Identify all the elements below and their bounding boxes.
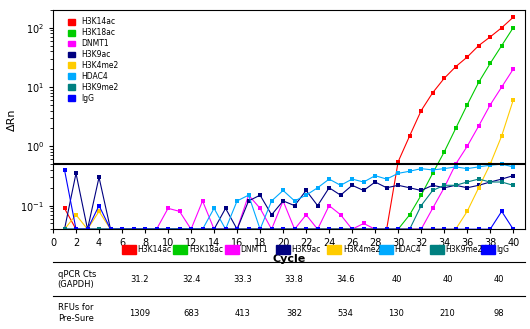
Text: 683: 683 [183, 309, 199, 317]
Text: 1309: 1309 [129, 309, 151, 317]
Text: H3K18ac: H3K18ac [189, 245, 223, 254]
Text: H3K14ac: H3K14ac [138, 245, 172, 254]
Legend: H3K14ac, H3K18ac, DNMT1, H3K9ac, H3K4me2, HDAC4, H3K9me2, IgG: H3K14ac, H3K18ac, DNMT1, H3K9ac, H3K4me2… [66, 16, 120, 104]
Text: 534: 534 [337, 309, 353, 317]
Text: 33.3: 33.3 [233, 275, 252, 284]
FancyBboxPatch shape [378, 245, 393, 254]
FancyBboxPatch shape [173, 245, 188, 254]
FancyBboxPatch shape [276, 245, 290, 254]
Text: qPCR Cts
(GAPDH): qPCR Cts (GAPDH) [58, 269, 96, 289]
Text: 40: 40 [443, 275, 453, 284]
Text: 413: 413 [235, 309, 251, 317]
Text: 98: 98 [494, 309, 505, 317]
Text: 34.6: 34.6 [336, 275, 355, 284]
FancyBboxPatch shape [225, 245, 239, 254]
Text: H3K4me2: H3K4me2 [343, 245, 380, 254]
Text: 33.8: 33.8 [285, 275, 303, 284]
Text: H3K9ac: H3K9ac [292, 245, 321, 254]
Text: RFUs for
Pre-Sure: RFUs for Pre-Sure [58, 303, 94, 323]
Text: 40: 40 [391, 275, 402, 284]
FancyBboxPatch shape [122, 245, 136, 254]
Text: 382: 382 [286, 309, 302, 317]
FancyBboxPatch shape [327, 245, 341, 254]
Text: HDAC4: HDAC4 [394, 245, 421, 254]
Text: 40: 40 [494, 275, 505, 284]
Text: DNMT1: DNMT1 [240, 245, 268, 254]
X-axis label: Cycle: Cycle [272, 254, 305, 264]
FancyBboxPatch shape [430, 245, 444, 254]
Text: 210: 210 [440, 309, 456, 317]
Text: 130: 130 [388, 309, 404, 317]
Text: H3K9me2: H3K9me2 [445, 245, 483, 254]
FancyBboxPatch shape [481, 245, 495, 254]
Text: 32.4: 32.4 [182, 275, 200, 284]
Text: 31.2: 31.2 [131, 275, 149, 284]
Text: IgG: IgG [497, 245, 510, 254]
Y-axis label: ΔRn: ΔRn [7, 108, 17, 131]
